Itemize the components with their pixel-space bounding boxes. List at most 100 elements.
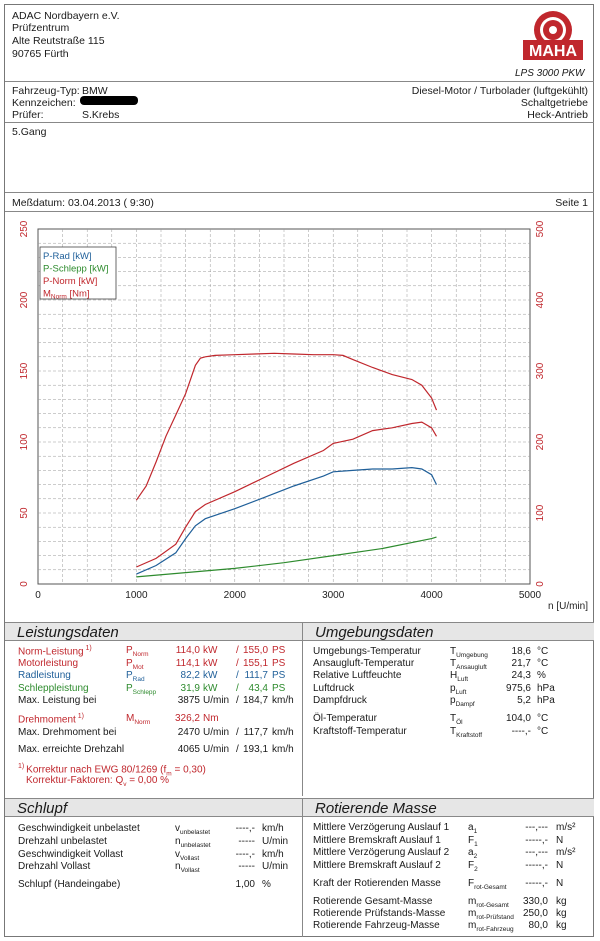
company-name: ADAC Nordbayern e.V. [12, 10, 120, 22]
schlupf-unit: U/min [262, 861, 289, 872]
masse-unit: N [556, 878, 564, 889]
umgebung-unit: °C [537, 726, 549, 737]
right-tick-label: 500 [535, 220, 546, 237]
leistung-sep: / [236, 670, 239, 681]
masse-unit: kg [556, 908, 567, 919]
masse-value: 330,0 [522, 896, 548, 907]
schlupf-value: ----,- [235, 823, 255, 834]
masse-value: -----,- [525, 860, 548, 871]
symbol: pLuft [450, 683, 467, 696]
legend-entry: P-Rad [kW] [43, 251, 92, 262]
umgebung-value: 5,2 [517, 695, 531, 706]
symbol: mrot-Gesamt [468, 896, 509, 909]
umgebung-value: 975,6 [505, 683, 531, 694]
symbol: pDampf [450, 695, 475, 708]
plate-label: Kennzeichen: [12, 97, 76, 109]
schlupf-label: Geschwindigkeit unbelastet [18, 823, 140, 834]
masse-unit: N [556, 835, 564, 846]
masse-value: -----,- [525, 835, 548, 846]
masse-label: Mittlere Bremskraft Auslauf 2 [313, 860, 441, 871]
schlupf-unit: km/h [262, 849, 284, 860]
masse-value: ---,--- [525, 847, 548, 858]
schlupf-value: ----- [238, 861, 255, 872]
umgebung-unit: °C [537, 646, 549, 657]
masse-unit: N [556, 860, 564, 871]
drive-type: Heck-Antrieb [527, 109, 588, 121]
symbol: vunbelastet [175, 823, 210, 836]
max-rpm-label: Max. erreichte Drehzahl [18, 744, 125, 755]
masse-label: Rotierende Prüfstands-Masse [313, 908, 446, 919]
umgebung-unit: hPa [537, 695, 555, 706]
value2: 117,7 [243, 727, 268, 738]
symbol: a1 [468, 822, 478, 835]
symbol: PSchlepp [126, 682, 157, 696]
symbol: F2 [468, 860, 478, 873]
gear-label: 5.Gang [12, 126, 47, 138]
tester-label: Prüfer: [12, 109, 44, 121]
symbol: nunbelastet [175, 836, 211, 849]
measurement-date: Meßdatum: 03.04.2013 ( 9:30) [12, 197, 154, 209]
leistung-value1: 82,2 [180, 670, 200, 681]
left-tick-label: 50 [19, 507, 30, 519]
masse-value: 250,0 [522, 908, 548, 919]
legend-entry: P-Norm [kW] [43, 276, 97, 287]
leistung-sep: / [236, 657, 239, 669]
left-tick-label: 0 [19, 581, 30, 587]
value2: 193,1 [243, 744, 269, 755]
umgebung-value: 24,3 [511, 670, 531, 681]
umgebung-label: Kraftstoff-Temperatur [313, 726, 407, 737]
divider [5, 122, 594, 123]
umgebung-label: Umgebungs-Temperatur [313, 646, 421, 657]
logo-wordmark: MAHA [529, 43, 577, 60]
page-number: Seite 1 [555, 197, 588, 209]
correction-note: 1) Korrektur nach EWG 80/1269 (fm = 0,30… [18, 763, 206, 778]
right-tick-label: 300 [535, 362, 546, 379]
tester-value: S.Krebs [82, 109, 120, 121]
correction-factor: Korrektur-Faktoren: Qv = 0,00 % [26, 775, 170, 788]
leistung-unit2: km/h [272, 695, 294, 706]
leistung-unit2: PS [272, 657, 286, 669]
gearbox-type: Schaltgetriebe [520, 97, 588, 109]
company-street: Alte Reutstraße 115 [12, 35, 105, 47]
torque-value: 326,2 [174, 713, 200, 724]
divider [302, 817, 303, 937]
leistung-unit1: kW [203, 645, 218, 656]
right-tick-label: 200 [535, 433, 546, 450]
symbol: a2 [468, 847, 478, 860]
leistung-sep: / [236, 682, 239, 694]
series-line-p-schlepp [136, 536, 437, 578]
model-name: LPS 3000 PKW [515, 68, 585, 79]
umgebung-unit: hPa [537, 683, 555, 694]
leistung-unit1: kW [203, 682, 218, 694]
value1: 2470 [177, 727, 200, 738]
type-value: BMW [82, 85, 108, 97]
maha-logo: MAHA [520, 8, 586, 78]
left-tick-label: 200 [19, 291, 30, 308]
sep: / [236, 744, 239, 755]
symbol: TKraftstoff [450, 726, 483, 739]
legend-entry: P-Schlepp [kW] [43, 264, 108, 275]
umgebung-label: Relative Luftfeuchte [313, 670, 402, 681]
masse-unit: m/s² [556, 847, 576, 858]
symbol: Frot-Gesamt [468, 878, 507, 891]
schlupf-unit: % [262, 879, 271, 890]
report-page [4, 4, 594, 937]
umgebung-value: 104,0 [505, 713, 531, 724]
unit2: km/h [272, 727, 294, 738]
left-tick-label: 150 [19, 362, 30, 379]
leistung-unit1: kW [203, 657, 218, 669]
leistung-unit2: PS [272, 682, 286, 694]
symbol: TUmgebung [450, 646, 488, 659]
schlupf-label: Schlupf (Handeingabe) [18, 879, 121, 890]
schlupf-label: Drehzahl Vollast [18, 861, 91, 872]
series-line-p-rad [136, 466, 438, 575]
leistung-value1: 3875 [177, 695, 200, 706]
leistung-value2: 43,4 [248, 682, 268, 694]
torque-label: Drehmoment 1) [18, 713, 84, 726]
legend-box [39, 246, 117, 300]
leistung-label: Norm-Leistung 1) [18, 645, 92, 658]
schlupf-unit: km/h [262, 823, 284, 834]
unit1: U/min [203, 727, 230, 738]
divider [302, 641, 303, 796]
masse-unit: kg [556, 920, 567, 931]
